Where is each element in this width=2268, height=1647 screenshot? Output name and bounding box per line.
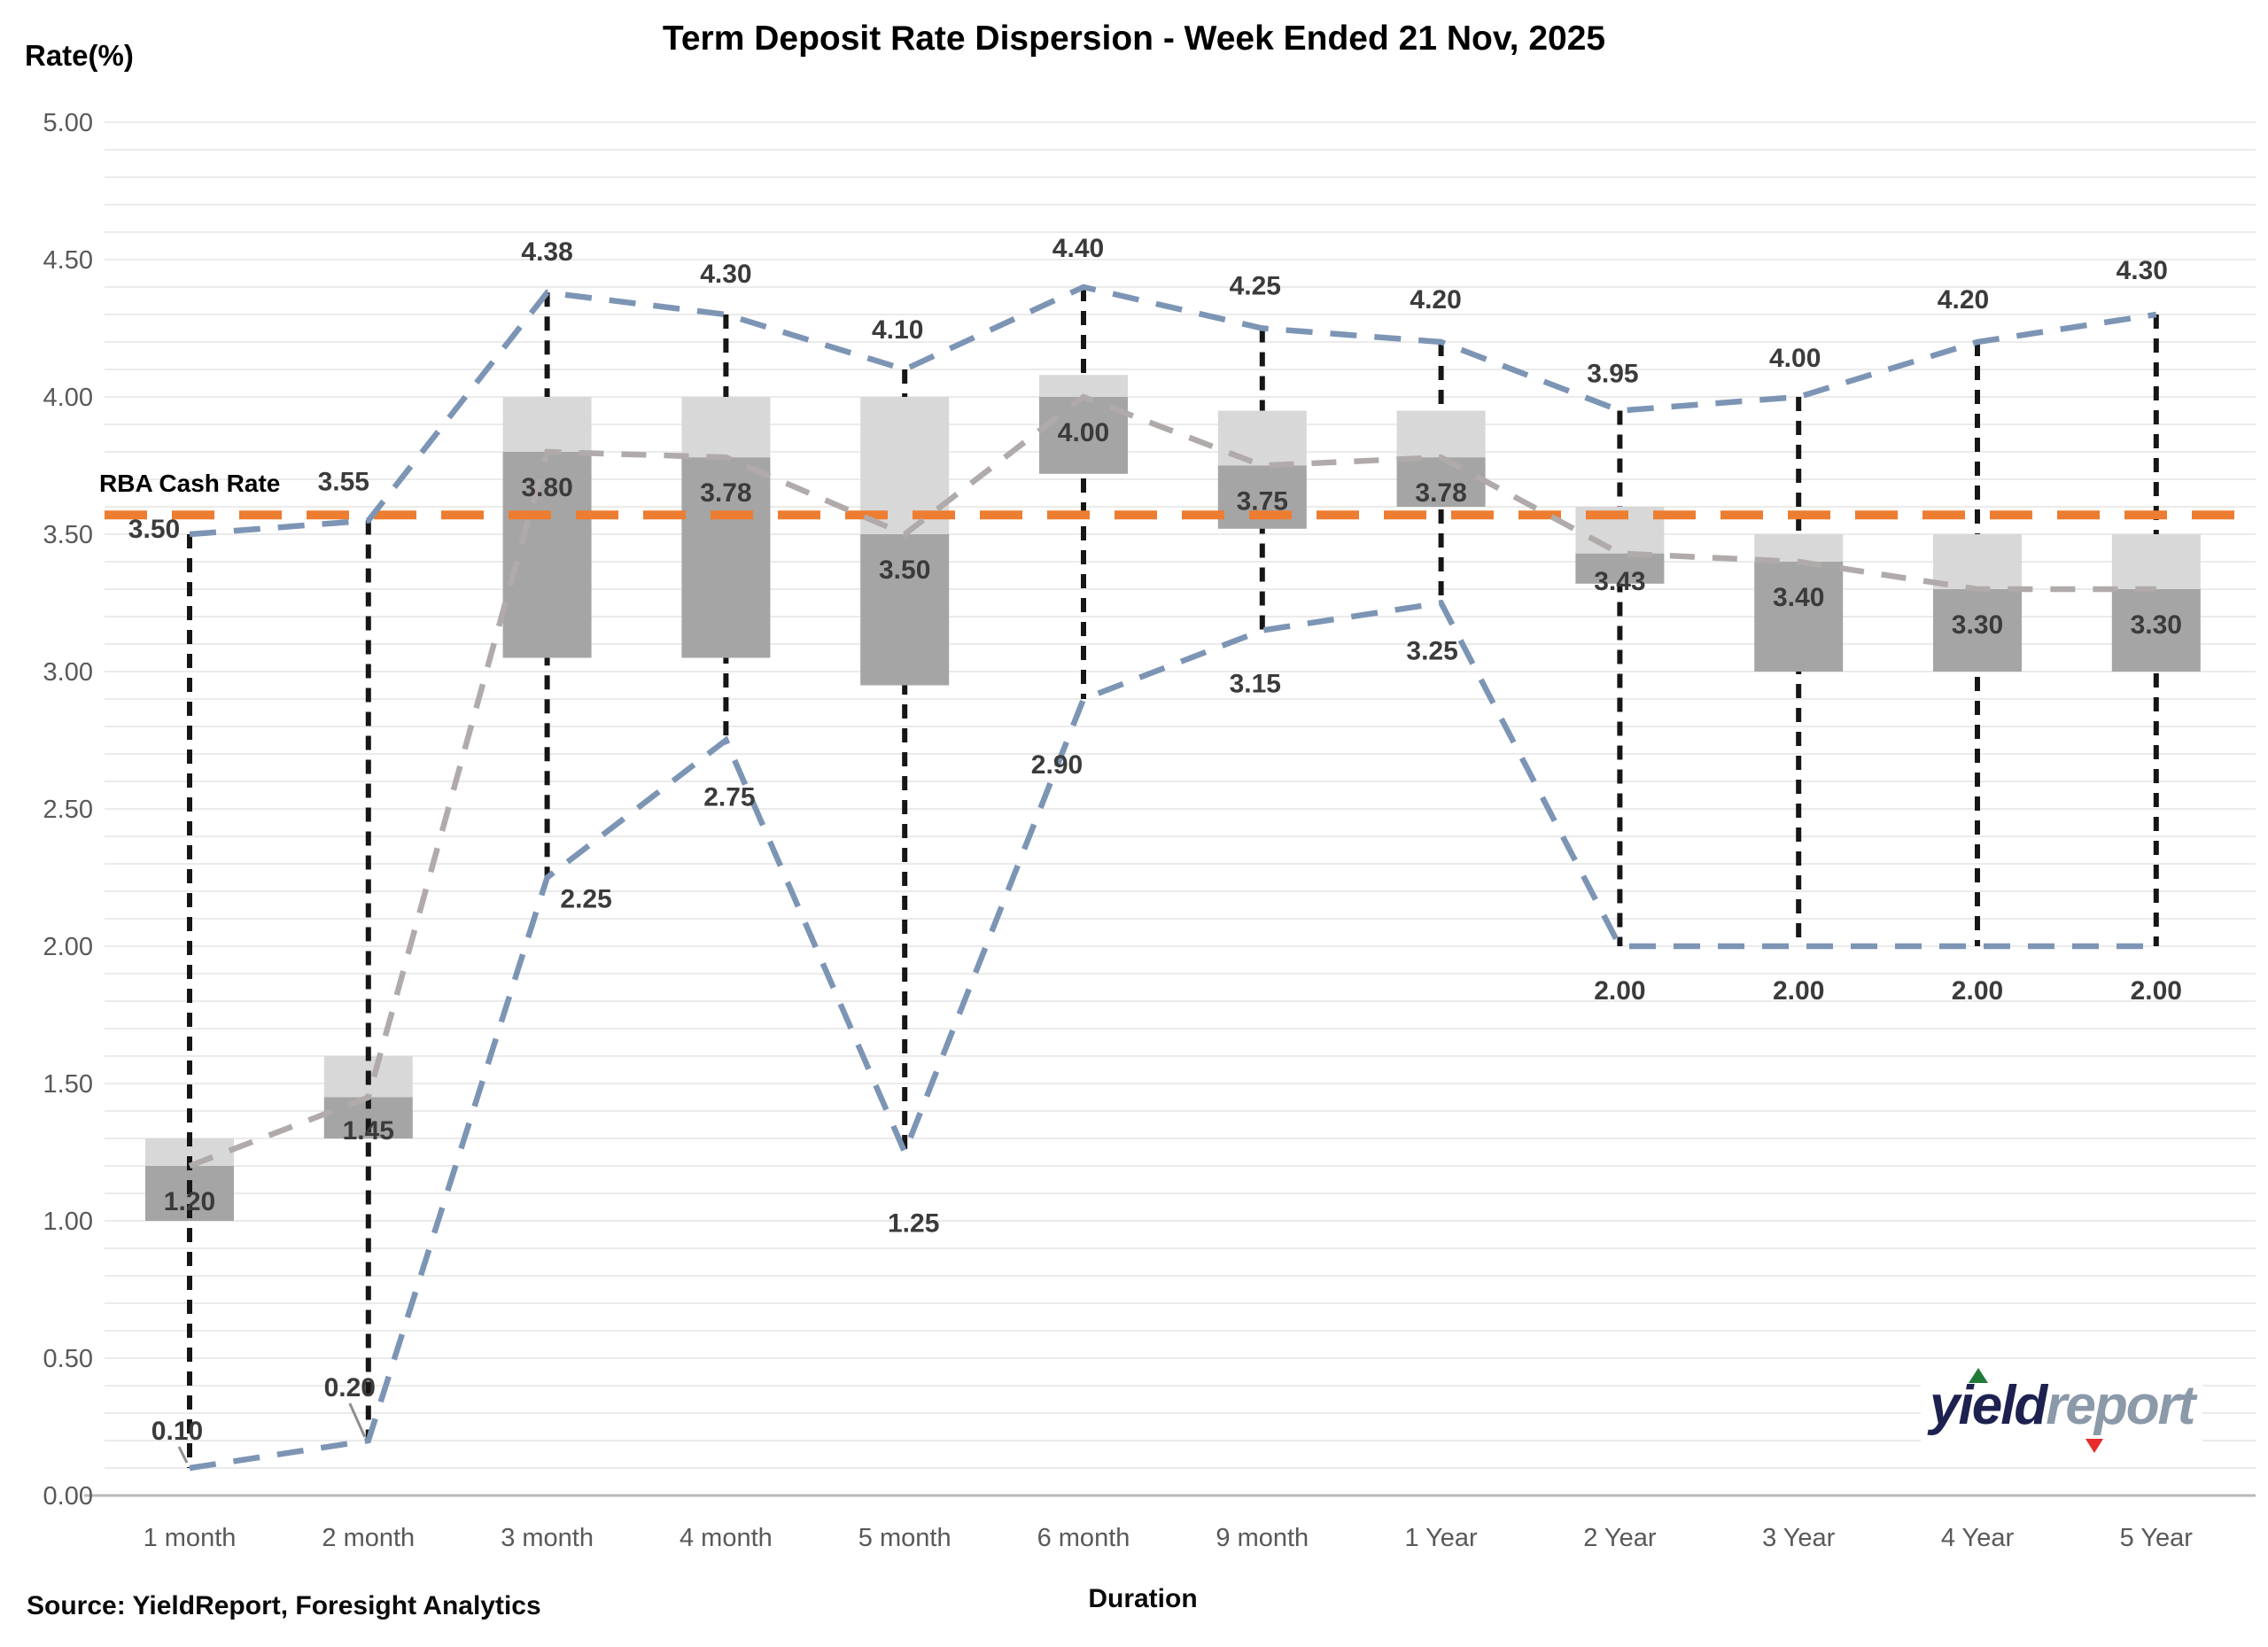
y-tick-label: 2.00 (43, 933, 93, 961)
box-lower (681, 457, 771, 658)
mid-value-label: 3.80 (521, 473, 572, 502)
yieldreport-logo: yieldreport (1921, 1368, 2203, 1453)
y-axis-title: Rate(%) (25, 39, 134, 72)
box-upper (2111, 534, 2201, 589)
mid-value-label: 1.45 (343, 1116, 394, 1146)
leader-line (177, 1446, 189, 1464)
box-upper (1396, 410, 1486, 458)
box-lower (2111, 589, 2201, 672)
logo-text-yield: yield (1930, 1375, 2047, 1436)
chart-title: Term Deposit Rate Dispersion - Week Ende… (662, 19, 1606, 58)
box-upper (1217, 410, 1307, 466)
y-tick-label: 2.50 (43, 796, 93, 824)
max-value-label: 4.20 (1410, 285, 1461, 315)
min-value-label: 2.00 (1594, 976, 1645, 1006)
logo-up-arrow-icon (1969, 1368, 1988, 1383)
y-tick-label: 3.00 (43, 658, 93, 687)
box-lower (1396, 457, 1486, 507)
mid-value-label: 3.40 (1773, 583, 1824, 612)
max-value-label: 3.55 (318, 468, 369, 497)
max-value-label: 3.50 (128, 515, 180, 544)
min-value-label: 2.75 (703, 783, 755, 812)
box-lower (502, 452, 592, 658)
min-value-label: 3.25 (1406, 637, 1457, 666)
box-upper (1039, 375, 1128, 397)
box-lower (1933, 589, 2022, 672)
mid-value-label: 3.30 (1952, 610, 2003, 640)
max-value-label: 4.30 (700, 260, 751, 289)
min-value-label: 2.00 (2131, 976, 2182, 1006)
max-value-label: 4.25 (1230, 272, 1281, 301)
max-value-label: 4.40 (1052, 234, 1104, 263)
leader-line (348, 1402, 367, 1438)
y-tick-label: 0.50 (43, 1345, 93, 1373)
min-rate-line (189, 599, 2156, 1472)
max-value-label: 4.38 (521, 237, 572, 267)
logo-down-arrow-icon (2085, 1439, 2103, 1453)
box-upper (1754, 534, 1844, 562)
mid-value-label: 3.50 (879, 555, 930, 585)
box-lower (860, 534, 950, 686)
box-upper (681, 397, 771, 458)
max-value-label: 4.30 (2117, 256, 2168, 285)
source-note: Source: YieldReport, Foresight Analytics (27, 1591, 541, 1620)
max-rate-line (189, 284, 2157, 538)
mid-value-label: 3.78 (700, 478, 751, 508)
box-lower (1575, 553, 1665, 584)
x-tick-label: 3 Year (1762, 1524, 1836, 1552)
y-tick-label: 4.50 (43, 246, 93, 275)
x-tick-label: 2 month (322, 1524, 415, 1552)
mid-value-label: 3.43 (1594, 567, 1645, 596)
y-tick-label: 4.00 (43, 384, 93, 412)
min-value-label: 0.20 (324, 1373, 376, 1402)
max-value-label: 3.95 (1587, 360, 1638, 389)
min-value-label: 3.15 (1230, 670, 1281, 699)
x-tick-label: 4 month (680, 1524, 773, 1552)
min-value-label: 2.25 (560, 885, 611, 914)
rba-cash-rate-label: RBA Cash Rate (99, 470, 281, 497)
y-tick-label: 3.50 (43, 521, 93, 549)
x-tick-label: 9 month (1216, 1524, 1309, 1552)
max-value-label: 4.00 (1769, 344, 1821, 373)
y-tick-label: 5.00 (43, 109, 93, 137)
y-tick-label: 1.50 (43, 1070, 93, 1099)
mid-value-label: 1.20 (164, 1187, 215, 1216)
mid-value-label: 3.75 (1237, 487, 1288, 517)
x-tick-label: 2 Year (1583, 1524, 1657, 1552)
logo-text-report: report (2046, 1375, 2195, 1436)
box-upper (1933, 534, 2022, 589)
y-tick-label: 0.00 (43, 1482, 93, 1511)
min-value-label: 0.10 (151, 1417, 203, 1446)
min-value-label: 1.25 (888, 1209, 939, 1239)
x-tick-label: 1 Year (1404, 1524, 1478, 1552)
x-tick-label: 5 month (858, 1524, 951, 1552)
max-value-label: 4.10 (872, 315, 923, 345)
max-value-label: 4.20 (1938, 285, 1989, 315)
y-tick-label: 1.00 (43, 1208, 93, 1236)
mid-value-label: 4.00 (1058, 418, 1109, 447)
box-lower (1754, 562, 1844, 672)
min-value-label: 2.00 (1773, 976, 1824, 1006)
x-tick-label: 3 month (501, 1524, 594, 1552)
mid-value-label: 3.78 (1415, 478, 1466, 508)
x-tick-label: 1 month (144, 1524, 237, 1552)
x-axis-title: Duration (1088, 1584, 1198, 1613)
x-tick-label: 4 Year (1941, 1524, 2015, 1552)
box-upper (502, 397, 592, 452)
min-value-label: 2.00 (1952, 976, 2003, 1006)
mid-value-label: 3.30 (2131, 610, 2182, 640)
x-tick-label: 6 month (1037, 1524, 1130, 1552)
x-tick-label: 5 Year (2120, 1524, 2194, 1552)
min-value-label: 2.90 (1031, 750, 1083, 780)
